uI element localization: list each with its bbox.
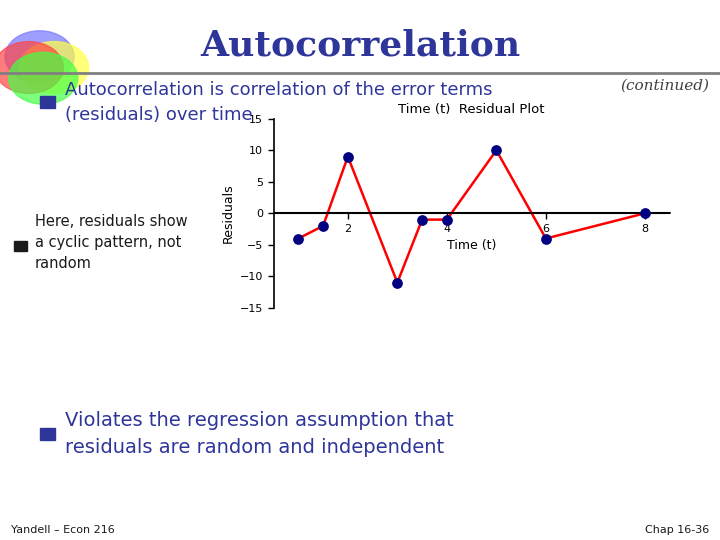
Circle shape xyxy=(9,52,78,104)
X-axis label: Time (t): Time (t) xyxy=(447,239,496,252)
Bar xyxy=(40,96,55,108)
Point xyxy=(318,221,329,230)
Point xyxy=(292,234,304,243)
Point xyxy=(540,234,552,243)
Circle shape xyxy=(19,42,89,93)
Point xyxy=(342,152,354,161)
Text: Chap 16-36: Chap 16-36 xyxy=(645,525,709,535)
Point xyxy=(490,146,502,154)
Point xyxy=(416,215,428,224)
Circle shape xyxy=(0,42,63,93)
Point xyxy=(441,215,453,224)
Bar xyxy=(40,428,55,440)
Point xyxy=(392,278,403,287)
Text: (continued): (continued) xyxy=(620,78,709,92)
Text: Here, residuals show
a cyclic pattern, not
random: Here, residuals show a cyclic pattern, n… xyxy=(35,214,187,272)
Bar xyxy=(14,241,27,251)
Text: Autocorrelation is correlation of the error terms
(residuals) over time: Autocorrelation is correlation of the er… xyxy=(65,80,492,124)
Circle shape xyxy=(5,31,74,83)
Text: Autocorrelation: Autocorrelation xyxy=(200,29,520,63)
Title: Time (t)  Residual Plot: Time (t) Residual Plot xyxy=(398,103,545,116)
Point xyxy=(639,209,651,218)
Y-axis label: Residuals: Residuals xyxy=(221,184,234,243)
Text: Yandell – Econ 216: Yandell – Econ 216 xyxy=(11,525,114,535)
Text: Violates the regression assumption that
residuals are random and independent: Violates the regression assumption that … xyxy=(65,411,454,457)
